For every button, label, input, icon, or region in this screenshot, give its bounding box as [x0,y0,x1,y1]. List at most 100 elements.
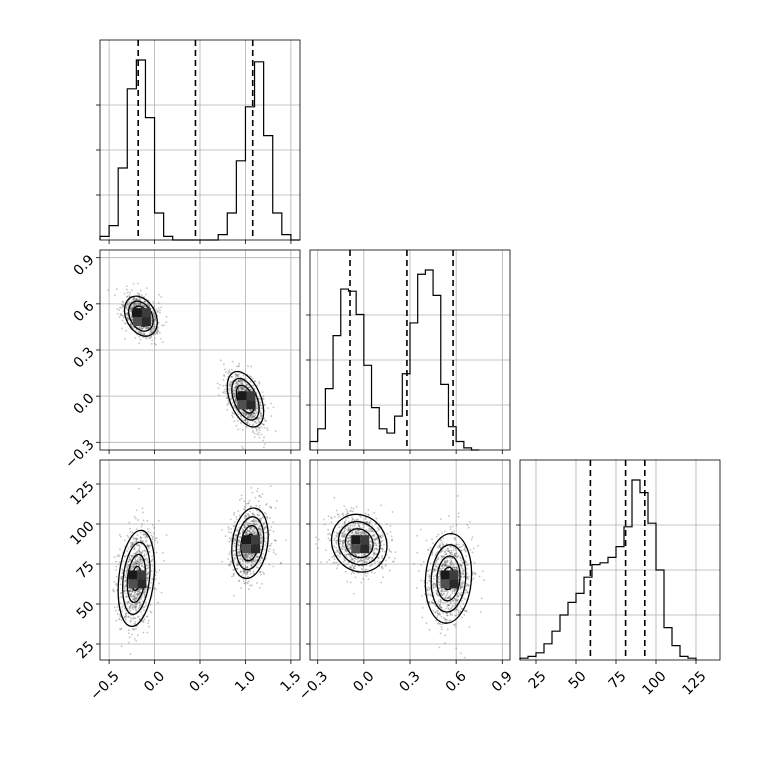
contour-0-2-1-0 [231,507,269,580]
x-tick-label-1-4: 0.9 [489,668,516,695]
hist-bar-2-19 [672,646,680,660]
hist-bar-1-6 [356,314,364,450]
hist-bar-0-20 [282,235,291,240]
hist-bar-2-18 [664,628,672,660]
hist-bar-0-15 [236,161,245,240]
hist-outline-1 [309,269,480,451]
y-tick-label-1-1: 0.0 [71,390,98,417]
hist-bar-1-1 [318,429,326,450]
contour-0-2-0-0 [117,529,156,628]
hist-bar-1-14 [418,274,426,450]
y-tick-label-2-3: 100 [67,518,97,548]
hist-bar-1-15 [425,270,433,450]
scatter-inner-0-2 [112,485,287,655]
hist-bar-1-2 [325,389,333,450]
y-tick-label-1-0: −0.3 [62,437,97,472]
histogram-panel-1 [306,249,511,454]
hist-bar-1-9 [379,429,387,450]
scatter-inner-1-2 [315,495,485,659]
hist-bar-2-8 [584,577,592,660]
hist-bar-1-4 [341,289,349,450]
contour-1-2-1-2 [436,555,461,602]
hist-bar-2-7 [576,593,584,660]
hist-bar-0-17 [255,62,264,240]
scatter-panel-1-2: −0.3 0.0 0.3 0.6 0.9 [296,459,516,704]
x-tick-label-1-2: 0.3 [397,668,424,695]
density-core-0-1-1 [237,391,256,410]
contour-1-2-0-2 [344,528,374,559]
density-core-0-1-0 [132,308,151,327]
density-core-1-2-0 [351,535,370,554]
x-tick-label-2-1: 50 [566,668,590,692]
hist-bar-2-12 [616,547,624,660]
hist-bar-0-2 [118,168,127,240]
x-tick-label-0-0: −0.5 [87,668,122,703]
density-core-0-2-1 [242,535,260,554]
x-tick-label-1-0: −0.3 [296,668,331,703]
y-tick-label-2-0: 25 [74,638,98,662]
contour-1-2-0-1 [337,520,381,566]
hist-bar-2-6 [568,602,576,660]
hist-bar-2-5 [560,615,568,660]
x-tick-label-2-0: 25 [526,668,550,692]
x-tick-label-2-4: 125 [679,668,709,698]
hist-bar-0-14 [227,213,236,240]
density-core-1-2-1 [440,570,459,589]
density-core-0-2-0 [128,570,147,589]
hist-frame-2 [519,459,721,661]
hist-bar-0-5 [145,118,154,240]
hist-bar-0-19 [273,213,282,240]
histogram-panel-0 [96,39,301,244]
y-tick-label-1-4: 0.9 [71,252,98,279]
hist-bar-1-17 [441,384,449,450]
hist-bar-2-14 [632,480,640,660]
hist-bar-2-2 [536,653,544,660]
hist-bar-2-11 [608,557,616,660]
hist-bar-0-3 [127,89,136,240]
x-tick-label-0-3: 1.0 [232,668,259,695]
hist-bar-1-3 [333,336,341,450]
contour-1-2-1-1 [430,544,467,613]
y-tick-label-2-4: 125 [67,478,97,508]
hist-bar-0-13 [218,235,227,240]
hist-outline-2 [519,479,697,660]
contour-0-1-1-1 [231,377,260,421]
hist-bar-1-11 [395,416,403,450]
x-tick-label-1-3: 0.6 [443,668,470,695]
contour-1-2-0-0 [330,513,388,573]
hist-bar-1-16 [433,295,441,450]
contour-0-2-0-1 [122,541,151,616]
hist-bar-2-10 [600,563,608,660]
contour-0-2-1-1 [235,516,265,571]
scatter-panel-0-1: −0.3 0.0 0.3 0.6 0.9 [62,249,301,472]
contour-0-1-0-0 [123,295,158,337]
y-tick-label-1-3: 0.6 [71,298,98,325]
contour-1-2-1-0 [424,532,473,624]
histogram-panel-2: 25 50 75 100 125 [516,459,721,699]
x-tick-label-0-2: 0.5 [187,668,214,695]
hist-bar-0-1 [109,226,118,240]
hist-bar-0-6 [155,213,164,240]
hist-bar-1-13 [410,323,418,450]
scatter-inner-0-1 [107,282,277,450]
y-tick-label-2-1: 50 [74,598,98,622]
hist-bar-2-4 [552,631,560,660]
hist-bar-1-0 [310,442,318,450]
x-tick-label-2-3: 100 [639,668,669,698]
hist-bar-1-19 [456,442,464,450]
hist-bar-1-10 [387,433,395,450]
hist-bar-1-7 [364,365,372,450]
hist-bar-2-9 [592,565,600,660]
hist-bar-1-8 [372,408,380,450]
y-tick-label-1-2: 0.3 [71,344,98,371]
contour-0-1-1-0 [226,370,265,428]
x-tick-label-2-2: 75 [606,668,630,692]
hist-bar-2-17 [656,570,664,660]
x-tick-label-1-1: 0.0 [350,668,377,695]
hist-bar-0-18 [264,136,273,240]
hist-bar-2-3 [544,644,552,660]
y-tick-label-2-2: 75 [74,558,98,582]
x-tick-label-0-1: 0.0 [141,668,168,695]
